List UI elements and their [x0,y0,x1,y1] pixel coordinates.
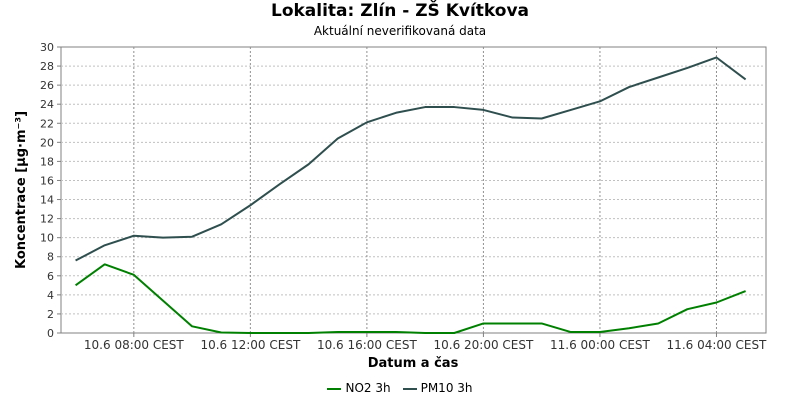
x-tick-label: 11.6 04:00 CEST [667,338,768,352]
y-axis-label: Koncentrace [µg·m⁻³] [14,111,29,269]
y-tick-label: 4 [47,289,54,302]
x-axis-label: Datum a čas [368,356,459,371]
x-tick-label: 11.6 00:00 CEST [550,338,651,352]
y-tick-label: 16 [40,174,54,187]
y-tick-label: 2 [47,308,54,321]
legend-label: NO2 3h [345,381,391,395]
legend-label: PM10 3h [420,381,473,395]
y-tick-label: 26 [40,79,54,92]
chart-title: Lokalita: Zlín - ZŠ Kvítkova [270,1,529,21]
x-tick-label: 10.6 16:00 CEST [317,338,418,352]
y-tick-label: 30 [40,41,54,54]
y-tick-label: 6 [47,270,54,283]
y-tick-label: 22 [40,117,54,130]
series-line-no2-3h [74,263,746,334]
x-tick-label: 10.6 08:00 CEST [84,338,185,352]
y-tick-label: 24 [40,98,54,111]
plot-area [60,46,767,334]
y-tick-label: 28 [40,60,54,73]
legend-item: NO2 3h [327,380,391,396]
y-tick-label: 8 [47,251,54,264]
x-tick-label: 10.6 20:00 CEST [433,338,534,352]
chart-subtitle: Aktuální neverifikovaná data [313,24,487,38]
y-tick-label: 0 [47,327,54,340]
x-tick-label: 10.6 12:00 CEST [200,338,301,352]
series-line-pm10-3h [75,56,747,262]
y-tick-label: 12 [40,213,54,226]
y-tick-label: 14 [40,194,54,207]
y-tick-label: 20 [40,136,54,149]
y-tick-label: 10 [40,232,54,245]
y-tick-label: 18 [40,155,54,168]
legend-swatch [402,387,417,390]
legend-item: PM10 3h [402,380,473,396]
legend: NO2 3h PM10 3h [0,380,800,396]
legend-swatch [327,387,342,390]
